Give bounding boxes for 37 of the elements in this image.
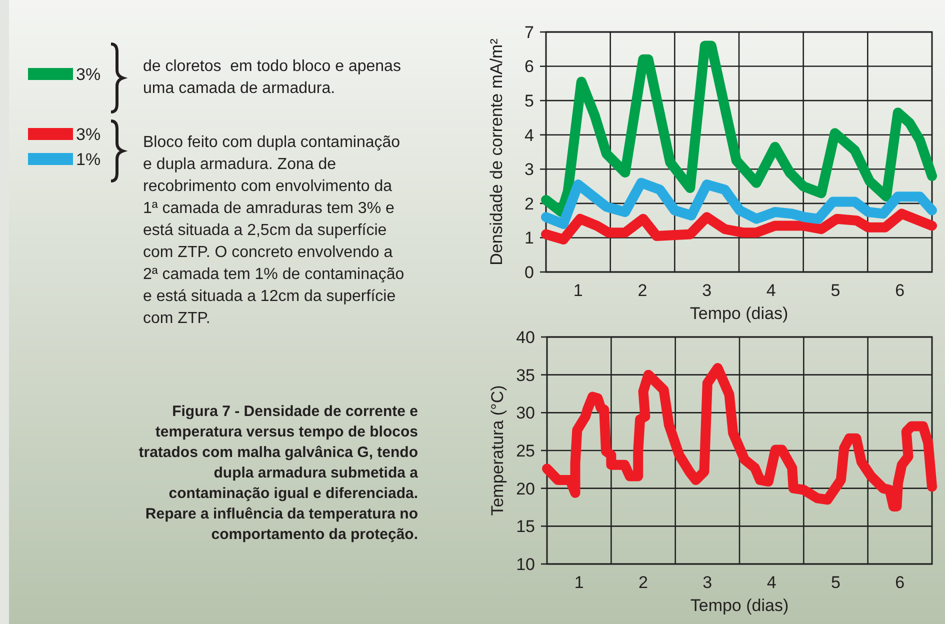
- y-tick-label: 3: [524, 160, 534, 180]
- y-tick-label: 30: [516, 404, 535, 423]
- y-tick-label: 20: [516, 479, 535, 498]
- y-axis-title: Temperatura (°C): [488, 385, 507, 516]
- x-tick-label: 6: [895, 281, 905, 300]
- legend-label: 1%: [76, 150, 101, 169]
- x-tick-label: 3: [702, 573, 712, 592]
- x-tick-label: 5: [830, 281, 840, 300]
- y-tick-label: 2: [524, 194, 534, 214]
- x-tick-label: 4: [766, 573, 776, 592]
- legend-label: 3%: [76, 124, 101, 144]
- x-tick-label: 1: [573, 281, 583, 300]
- x-tick-label: 5: [831, 573, 840, 592]
- x-tick-label: 1: [574, 573, 584, 592]
- y-tick-label: 6: [524, 57, 534, 76]
- x-tick-label: 2: [638, 573, 648, 592]
- y-tick-label: 0: [524, 262, 534, 282]
- x-tick-label: 2: [638, 281, 648, 300]
- x-tick-label: 6: [895, 573, 905, 592]
- x-axis-title: Tempo (dias): [690, 304, 788, 323]
- y-tick-label: 35: [516, 366, 535, 385]
- y-tick-label: 15: [516, 517, 535, 536]
- y-tick-label: 25: [516, 441, 535, 460]
- legend-label: 3%: [76, 64, 101, 84]
- y-tick-label: 5: [524, 92, 534, 111]
- text: de cloretos em todo bloco e apenas uma camada de armadura.: [143, 58, 401, 97]
- y-axis-title: Densidade de corrente mA/m²: [487, 38, 506, 266]
- x-tick-label: 3: [702, 281, 712, 300]
- y-tick-label: 7: [524, 22, 534, 42]
- x-axis-title: Tempo (dias): [690, 596, 789, 615]
- x-tick-label: 4: [766, 281, 776, 300]
- y-tick-label: 4: [524, 126, 534, 145]
- y-tick-label: 10: [516, 554, 535, 574]
- y-tick-label: 1: [524, 228, 534, 248]
- y-tick-label: 40: [516, 328, 535, 347]
- text: Figura 7 - Densidade de corrente e temperatura versus tempo de blocos tratados com malha galvânica G, tendo dupla armadura submetida a contaminação igual e diferenciada. Repare a influência da temperatura no comportamento da proteção.: [138, 403, 419, 543]
- text: Bloco feito com dupla contaminação e dupla armadura. Zona de recobrimento com envolvimento da 1ª camada de amraduras tem 3% e está situada a 2,5cm da superfície com ZTP. O concreto envolvendo a 2ª camada tem 1% de contaminação e está situada a 12cm da superfície com ZTP.: [143, 134, 404, 327]
